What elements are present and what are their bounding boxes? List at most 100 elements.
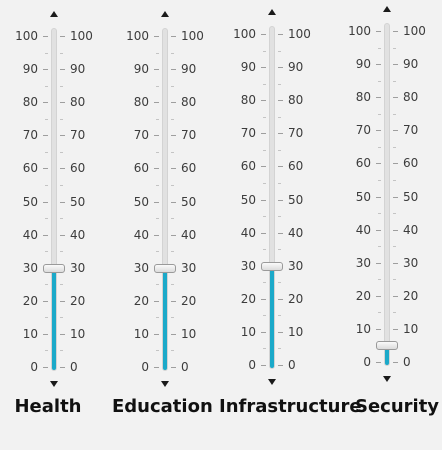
major-tick xyxy=(393,197,398,198)
major-tick xyxy=(278,332,283,333)
tick-label-left: 30 xyxy=(22,261,38,275)
slider-thumb[interactable] xyxy=(43,264,65,273)
major-tick xyxy=(393,329,398,330)
tick-label-left: 0 xyxy=(30,360,38,374)
minor-tick xyxy=(156,185,159,186)
major-tick xyxy=(393,296,398,297)
major-tick xyxy=(261,100,266,101)
major-tick xyxy=(60,334,65,335)
major-tick xyxy=(278,299,283,300)
minor-tick xyxy=(171,53,174,54)
triangle-down-icon[interactable] xyxy=(268,379,276,385)
minor-tick xyxy=(171,119,174,120)
tick-label-left: 60 xyxy=(22,161,38,175)
triangle-up-icon[interactable] xyxy=(161,11,169,17)
tick-label-right: 30 xyxy=(181,261,197,275)
minor-tick xyxy=(60,218,63,219)
tick-label-right: 80 xyxy=(288,93,304,107)
major-tick xyxy=(393,230,398,231)
tick-label-right: 100 xyxy=(288,27,311,41)
slider-thumb[interactable] xyxy=(261,262,283,271)
major-tick xyxy=(43,235,48,236)
tick-label-left: 70 xyxy=(240,126,256,140)
minor-tick xyxy=(378,246,381,247)
major-tick xyxy=(43,102,48,103)
tick-label-left: 20 xyxy=(240,292,256,306)
minor-tick xyxy=(393,48,396,49)
tick-label-right: 0 xyxy=(288,358,296,372)
minor-tick xyxy=(393,246,396,247)
triangle-up-icon[interactable] xyxy=(268,9,276,15)
major-tick xyxy=(376,329,381,330)
tick-label-left: 10 xyxy=(22,327,38,341)
triangle-up-icon[interactable] xyxy=(50,11,58,17)
tick-label-left: 0 xyxy=(248,358,256,372)
minor-tick xyxy=(60,251,63,252)
minor-tick xyxy=(171,317,174,318)
minor-tick xyxy=(278,249,281,250)
major-tick xyxy=(60,367,65,368)
major-tick xyxy=(376,296,381,297)
major-tick xyxy=(376,362,381,363)
slider-fill xyxy=(385,344,389,365)
major-tick xyxy=(154,168,159,169)
minor-tick xyxy=(278,117,281,118)
tick-label-right: 20 xyxy=(288,292,304,306)
minor-tick xyxy=(263,183,266,184)
minor-tick xyxy=(60,317,63,318)
minor-tick xyxy=(263,117,266,118)
minor-tick xyxy=(45,152,48,153)
triangle-up-icon[interactable] xyxy=(383,6,391,12)
triangle-down-icon[interactable] xyxy=(161,381,169,387)
minor-tick xyxy=(156,317,159,318)
major-tick xyxy=(376,130,381,131)
triangle-down-icon[interactable] xyxy=(50,381,58,387)
slider-track[interactable] xyxy=(162,28,168,371)
slider-thumb[interactable] xyxy=(154,264,176,273)
slider-track[interactable] xyxy=(269,26,275,369)
major-tick xyxy=(154,301,159,302)
major-tick xyxy=(154,367,159,368)
minor-tick xyxy=(263,282,266,283)
major-tick xyxy=(60,235,65,236)
tick-label-left: 80 xyxy=(133,95,149,109)
major-tick xyxy=(171,301,176,302)
minor-tick xyxy=(60,152,63,153)
major-tick xyxy=(261,133,266,134)
minor-tick xyxy=(45,86,48,87)
slider-fill xyxy=(163,266,167,370)
slider-track[interactable] xyxy=(384,23,390,366)
tick-label-left: 30 xyxy=(240,259,256,273)
slider-fill xyxy=(52,266,56,370)
slider-label-security: Security xyxy=(355,396,440,417)
major-tick xyxy=(60,36,65,37)
minor-tick xyxy=(263,51,266,52)
minor-tick xyxy=(45,218,48,219)
tick-label-right: 60 xyxy=(403,156,419,170)
tick-label-right: 90 xyxy=(403,57,419,71)
slider-thumb[interactable] xyxy=(376,341,398,350)
tick-label-right: 90 xyxy=(70,62,86,76)
tick-label-right: 60 xyxy=(181,161,197,175)
minor-tick xyxy=(156,53,159,54)
tick-label-right: 40 xyxy=(181,228,197,242)
minor-tick xyxy=(263,84,266,85)
slider-track[interactable] xyxy=(51,28,57,371)
tick-label-left: 90 xyxy=(240,60,256,74)
minor-tick xyxy=(278,183,281,184)
major-tick xyxy=(393,362,398,363)
minor-tick xyxy=(171,152,174,153)
tick-label-left: 40 xyxy=(240,226,256,240)
triangle-down-icon[interactable] xyxy=(383,376,391,382)
major-tick xyxy=(171,367,176,368)
major-tick xyxy=(154,235,159,236)
tick-label-left: 100 xyxy=(233,27,256,41)
tick-label-right: 20 xyxy=(70,294,86,308)
tick-label-left: 50 xyxy=(355,190,371,204)
minor-tick xyxy=(378,48,381,49)
tick-label-left: 70 xyxy=(355,123,371,137)
